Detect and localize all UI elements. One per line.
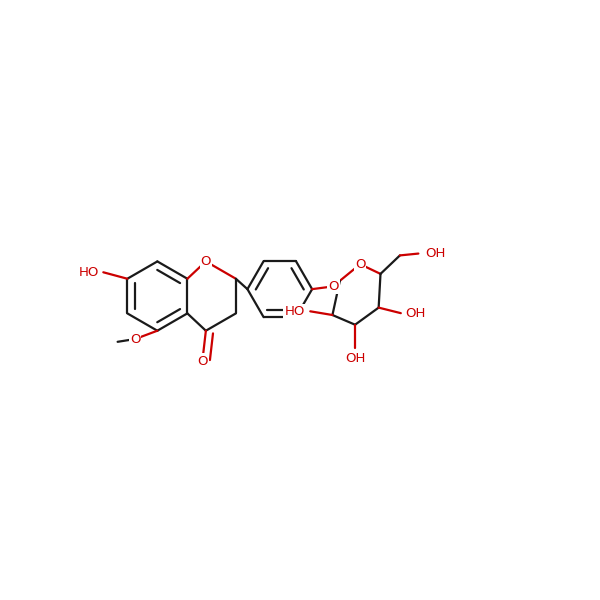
Text: O: O xyxy=(355,257,365,271)
Text: O: O xyxy=(130,332,140,346)
Text: OH: OH xyxy=(406,307,426,320)
Text: OH: OH xyxy=(345,352,365,365)
Text: HO: HO xyxy=(79,266,100,279)
Text: O: O xyxy=(200,255,211,268)
Text: O: O xyxy=(328,280,338,293)
Text: HO: HO xyxy=(284,305,305,318)
Text: OH: OH xyxy=(425,247,446,260)
Text: O: O xyxy=(197,355,208,368)
